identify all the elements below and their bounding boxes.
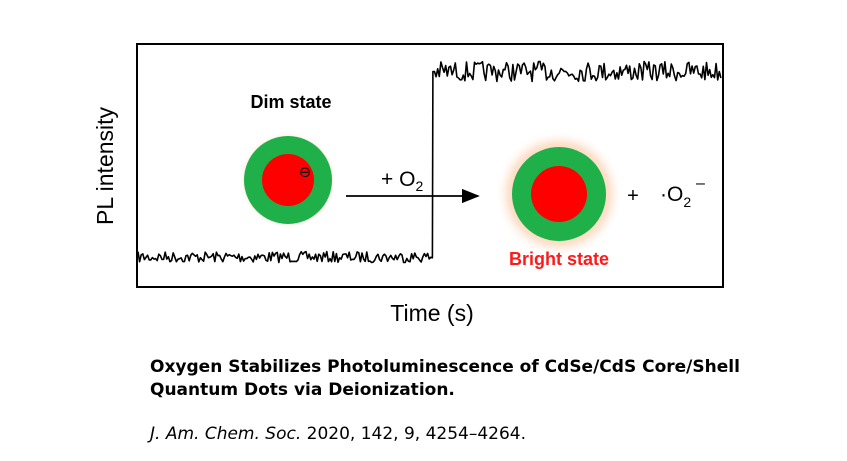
plot-frame	[136, 43, 724, 288]
citation-journal: J. Am. Chem. Soc.	[150, 424, 302, 444]
dim-quantum-dot: ⊖	[239, 131, 337, 229]
pl-figure: PL intensity Time (s) Dim state ⊖ + O2 B…	[92, 43, 724, 326]
superoxide-label: ·O2	[660, 183, 691, 210]
superoxide-charge: –	[696, 175, 705, 192]
citation-details: 2020, 142, 9, 4254–4264.	[301, 424, 527, 444]
pl-trace-line	[137, 60, 722, 264]
caption-citation: J. Am. Chem. Soc. 2020, 142, 9, 4254–426…	[150, 423, 526, 446]
bright-state-label: Bright state	[509, 249, 609, 269]
caption-title: Oxygen Stabilizes Photoluminescence of C…	[150, 357, 740, 400]
oxygen-reactant-label: + O2	[381, 168, 423, 194]
dim-dot-core	[262, 154, 314, 206]
bright-dot-core	[531, 166, 587, 222]
product-plus-sign: +	[627, 185, 639, 207]
dim-state-label: Dim state	[250, 92, 331, 112]
y-axis-label: PL intensity	[92, 106, 118, 225]
electron-icon: ⊖	[299, 163, 312, 181]
bright-quantum-dot	[495, 130, 623, 258]
x-axis-label: Time (s)	[390, 300, 473, 326]
